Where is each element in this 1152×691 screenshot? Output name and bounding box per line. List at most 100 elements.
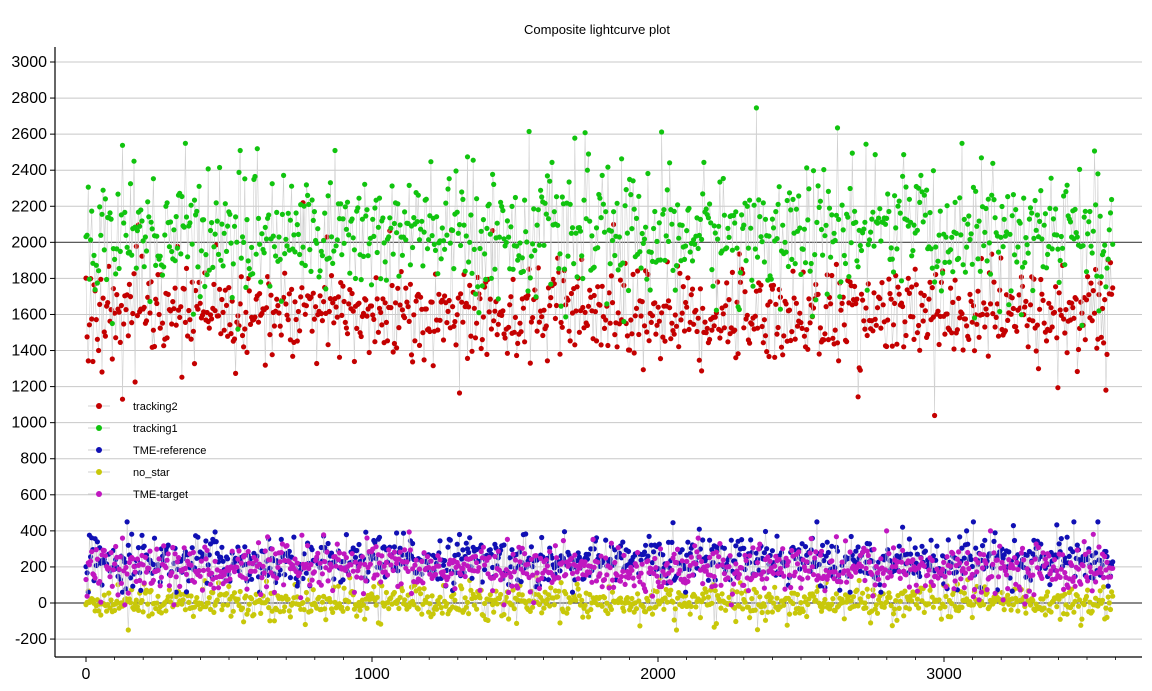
data-point: [1058, 536, 1064, 542]
data-point: [970, 594, 977, 600]
data-point: [480, 544, 486, 550]
data-point: [181, 545, 187, 551]
data-point: [925, 572, 931, 578]
data-point: [500, 207, 506, 214]
data-point: [948, 614, 954, 620]
data-point: [639, 561, 645, 567]
data-point: [318, 582, 324, 588]
data-point: [874, 305, 881, 311]
data-point: [600, 201, 607, 207]
data-point: [509, 547, 515, 553]
data-point: [806, 186, 812, 192]
data-point: [589, 579, 595, 585]
data-point: [587, 569, 593, 576]
data-point: [943, 584, 949, 590]
data-point: [770, 225, 777, 231]
data-point: [717, 179, 723, 185]
data-point: [774, 236, 780, 242]
data-point: [204, 272, 210, 278]
data-point: [975, 560, 981, 566]
data-point: [744, 312, 750, 318]
data-point: [903, 572, 909, 578]
data-point: [733, 561, 739, 567]
data-point: [669, 221, 675, 227]
data-point: [762, 528, 769, 535]
data-point: [89, 316, 95, 322]
data-point: [317, 560, 323, 566]
data-point: [228, 613, 234, 619]
data-point: [495, 548, 501, 554]
data-point: [743, 258, 749, 264]
data-point: [1007, 231, 1013, 237]
data-point: [712, 588, 718, 594]
data-point: [313, 304, 319, 310]
data-point: [668, 336, 674, 342]
data-point: [228, 240, 234, 246]
data-point: [254, 146, 260, 152]
data-point: [948, 285, 954, 291]
data-point: [719, 591, 725, 597]
data-point: [704, 563, 710, 569]
data-point: [372, 539, 378, 546]
data-point: [673, 559, 680, 566]
data-point: [951, 346, 957, 352]
data-point: [517, 240, 523, 246]
data-point: [314, 240, 320, 246]
data-point: [109, 320, 115, 327]
data-point: [281, 172, 287, 178]
data-point: [416, 566, 423, 572]
data-point: [753, 105, 760, 111]
data-point: [638, 265, 644, 271]
data-point: [123, 307, 129, 313]
data-point: [300, 575, 306, 582]
data-point: [709, 267, 715, 273]
data-point: [806, 568, 812, 574]
data-point: [281, 608, 287, 614]
data-point: [1043, 338, 1050, 344]
data-point: [926, 567, 932, 573]
data-point: [903, 184, 909, 190]
data-point: [812, 252, 818, 258]
data-point: [1048, 568, 1054, 574]
data-point: [689, 258, 696, 264]
legend-label: tracking2: [133, 401, 178, 413]
data-point: [159, 320, 166, 326]
data-point: [245, 258, 251, 264]
data-point: [713, 307, 720, 313]
data-point: [1008, 288, 1014, 294]
data-point: [913, 282, 919, 288]
data-point: [462, 573, 468, 580]
data-point: [979, 311, 986, 317]
data-point: [952, 199, 958, 205]
data-point: [249, 596, 255, 602]
data-point: [565, 297, 571, 303]
data-point: [390, 349, 396, 355]
data-point: [442, 293, 448, 299]
data-point: [149, 226, 155, 232]
data-point: [687, 249, 693, 255]
data-point: [987, 528, 994, 534]
data-point: [439, 225, 445, 231]
y-tick-label: 1400: [11, 343, 47, 360]
data-point: [480, 314, 486, 320]
data-point: [1064, 534, 1070, 540]
data-point: [169, 248, 175, 255]
data-point: [452, 319, 458, 325]
data-point: [966, 213, 972, 219]
data-point: [508, 564, 514, 570]
data-point: [360, 602, 367, 608]
data-point: [116, 566, 122, 572]
data-point: [132, 379, 138, 385]
data-point: [965, 221, 971, 227]
data-point: [625, 287, 632, 294]
data-point: [725, 575, 731, 581]
data-point: [472, 291, 479, 297]
data-point: [1085, 578, 1091, 584]
data-point: [761, 259, 768, 265]
data-point: [440, 337, 447, 343]
data-point: [612, 332, 618, 338]
data-point: [865, 281, 871, 287]
data-point: [591, 292, 597, 299]
data-point: [1057, 307, 1063, 313]
data-point: [1089, 588, 1095, 594]
